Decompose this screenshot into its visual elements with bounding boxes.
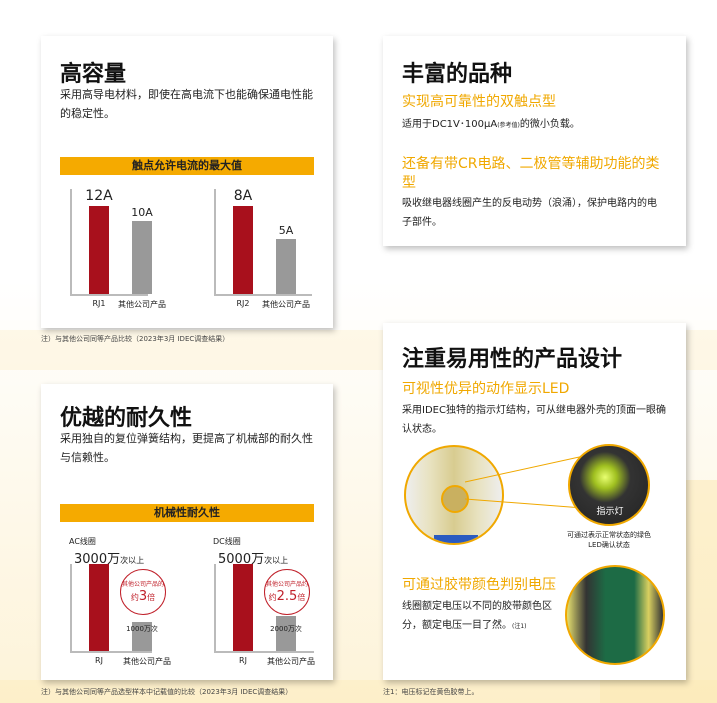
bar-other bbox=[276, 616, 296, 651]
subheading: 可通过胶带颜色判别电压 bbox=[402, 577, 556, 593]
chart-title: 触点允许电流的最大值 bbox=[60, 157, 314, 175]
category-label: 其他公司产品 bbox=[267, 657, 315, 666]
series-label: AC线圈 bbox=[69, 537, 96, 546]
badge-number: 2.5 bbox=[276, 589, 298, 604]
subheading: 还备有带CR电路、二极管等辅助功能的类型 bbox=[402, 156, 660, 191]
desc-text: 线圈额定电压以不同的胶带颜色区分，额定电压一目了然。 bbox=[402, 601, 552, 631]
chart-ac: 1000万次 RJ 其他公司产品 bbox=[70, 564, 171, 666]
chart-2: 8A 5A RJ2 其他公司产品 bbox=[214, 188, 312, 309]
coil-photo bbox=[565, 565, 665, 665]
category-label: 其他公司产品 bbox=[123, 657, 171, 666]
ratio-badge: 其他公司产品约 约2.5倍 bbox=[264, 569, 310, 615]
badge-text: 约 bbox=[268, 593, 277, 602]
desc: 采用高导电材料，即使在高电流下也能确保通电性能的稳定性。 bbox=[60, 88, 313, 120]
footnote: 注）与其他公司同等产品选型样本中记载值的比较（2023年3月 IDEC调查结果） bbox=[41, 688, 293, 696]
card-high-capacity: 高容量 采用高导电材料，即使在高电流下也能确保通电性能的稳定性。 触点允许电流的… bbox=[41, 36, 333, 328]
ref-note: (参考值) bbox=[497, 122, 520, 129]
footnote: 注1：电压标记在黄色胶带上。 bbox=[383, 688, 479, 696]
ratio-badge: 其他公司产品的约3倍 bbox=[120, 569, 166, 615]
category-label: 其他公司产品 bbox=[118, 300, 166, 309]
title: 优越的耐久性 bbox=[60, 406, 193, 431]
value: 5000万 bbox=[218, 552, 265, 567]
badge-text: 其他公司产品约 bbox=[265, 581, 308, 588]
title: 高容量 bbox=[60, 62, 127, 87]
desc: 吸收继电器线圈产生的反电动势（浪涌），保护电路内的电子部件。 bbox=[402, 198, 657, 228]
bar-other bbox=[276, 239, 296, 294]
title: 注重易用性的产品设计 bbox=[402, 347, 623, 372]
series-label: DC线圈 bbox=[213, 537, 241, 546]
category-label: RJ2 bbox=[236, 299, 250, 308]
chart-dc: 2000万次 RJ 其他公司产品 bbox=[214, 564, 315, 666]
chart-title: 机械性耐久性 bbox=[60, 504, 314, 522]
title: 丰富的品种 bbox=[402, 62, 513, 87]
desc: 适用于DC1V･100µA(参考值)的微小负载。 bbox=[402, 115, 580, 135]
value-label: 5A bbox=[278, 224, 294, 237]
chart-1: 12A 10A RJ1 其他公司产品 bbox=[70, 188, 166, 309]
badge-text: 其他公司产品的 bbox=[121, 581, 164, 588]
bar-rj1 bbox=[89, 206, 109, 294]
badge-text: 倍 bbox=[297, 593, 306, 602]
value-label: 2000万次 bbox=[270, 625, 302, 633]
badge-number: 3 bbox=[138, 589, 148, 604]
footnote: 注）与其他公司同等产品比较（2023年3月 IDEC调查结果） bbox=[41, 335, 230, 343]
value-label: 1000万次 bbox=[126, 625, 158, 633]
card-usability: 注重易用性的产品设计 可视性优异的动作显示LED 采用IDEC独特的指示灯结构，… bbox=[383, 323, 686, 680]
bar-other bbox=[132, 221, 152, 294]
subheading: 实现高可靠性的双触点型 bbox=[402, 94, 556, 110]
category-label: RJ bbox=[95, 656, 103, 665]
led-photo: 指示灯 bbox=[568, 444, 650, 526]
card-variety: 丰富的品种 实现高可靠性的双触点型 适用于DC1V･100µA(参考值)的微小负… bbox=[383, 36, 686, 246]
note-ref: (注1) bbox=[512, 623, 527, 630]
relay-photo bbox=[404, 445, 504, 545]
bar-rj bbox=[89, 564, 109, 651]
desc-text: 的微小负载。 bbox=[519, 119, 580, 130]
value-label: 10A bbox=[131, 206, 153, 219]
desc: 采用独自的复位弹簧结构，更提高了机械部的耐久性与信赖性。 bbox=[60, 432, 313, 464]
badge-text: 倍 bbox=[147, 593, 156, 602]
desc-text: 适用于DC1V･100µA bbox=[402, 119, 498, 130]
category-label: RJ bbox=[239, 656, 247, 665]
value-label: 8A bbox=[233, 188, 253, 204]
value: 3000万 bbox=[74, 552, 121, 567]
top-value: 5000万次以上 bbox=[218, 548, 288, 567]
photo-label: 指示灯 bbox=[596, 507, 624, 517]
desc: 采用IDEC独特的指示灯结构，可从继电器外壳的顶面一眼确认状态。 bbox=[402, 405, 666, 435]
suffix: 次以上 bbox=[264, 556, 289, 565]
bar-other bbox=[132, 622, 152, 651]
category-label: 其他公司产品 bbox=[262, 300, 310, 309]
bar-rj bbox=[233, 564, 253, 651]
subheading: 可视性优异的动作显示LED bbox=[402, 381, 570, 397]
suffix: 次以上 bbox=[120, 556, 145, 565]
badge-text: 约 bbox=[130, 593, 139, 602]
category-label: RJ1 bbox=[92, 299, 106, 308]
callout-lines bbox=[464, 453, 594, 509]
bar-rj2 bbox=[233, 206, 253, 294]
caption: 可通过表示正常状态的绿色LED确认状态 bbox=[567, 531, 651, 549]
top-value: 3000万次以上 bbox=[74, 548, 144, 567]
card-durability: 优越的耐久性 采用独自的复位弹簧结构，更提高了机械部的耐久性与信赖性。 机械性耐… bbox=[41, 384, 333, 680]
desc: 线圈额定电压以不同的胶带颜色区分，额定电压一目了然。(注1) bbox=[402, 597, 562, 636]
value-label: 12A bbox=[85, 188, 113, 204]
